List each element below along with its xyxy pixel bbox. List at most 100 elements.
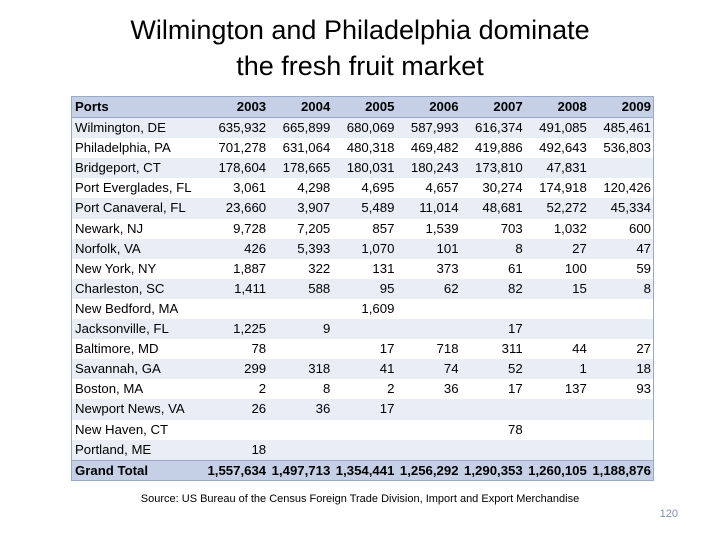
value-cell: 45,334 <box>610 200 651 216</box>
value-cell: 27 <box>572 240 587 256</box>
value-cell: 3,061 <box>233 180 267 196</box>
value-cell: 1,032 <box>553 220 587 236</box>
value-cell: 9,728 <box>233 220 267 236</box>
table-row: Newark, NJ 9,728 7,205 857 1,539 703 1,032 600 <box>72 218 653 239</box>
value-cell: 1 <box>579 361 587 377</box>
value-cell: 318 <box>308 361 331 377</box>
value-cell: 137 <box>564 381 587 397</box>
column-header-year: 2008 <box>524 97 589 119</box>
value-cell: 322 <box>308 260 331 276</box>
value-cell <box>396 319 460 339</box>
table-row: Portland, ME 18 <box>72 439 653 461</box>
port-name-cell: New Haven, CT <box>75 421 169 437</box>
value-cell: 701,278 <box>218 140 267 156</box>
value-cell <box>332 319 396 339</box>
value-cell: 180,031 <box>346 160 395 176</box>
value-cell: 8 <box>643 280 651 296</box>
value-cell: 178,604 <box>218 160 267 176</box>
value-cell: 11,014 <box>419 200 459 216</box>
value-cell: 47,831 <box>546 160 587 176</box>
title-line-2: the fresh fruit market <box>236 51 484 81</box>
table-row: Wilmington, DE 635,932 665,899 680,069 587,9… <box>72 117 653 139</box>
table-header-row: Ports 2003 2004 2005 2006 2007 2008 2009 <box>72 97 653 119</box>
value-cell: 44 <box>572 341 587 357</box>
value-cell <box>589 319 653 339</box>
value-cell <box>525 299 589 319</box>
value-cell <box>396 399 460 419</box>
value-cell: 1,411 <box>234 280 267 296</box>
table-row: Savannah, GA 299 318 41 74 52 1 18 <box>72 359 653 380</box>
port-name-cell: Portland, ME <box>75 441 152 457</box>
value-cell: 93 <box>636 381 651 397</box>
value-cell: 492,643 <box>539 140 587 156</box>
value-cell <box>525 319 589 339</box>
value-cell <box>268 339 332 359</box>
value-cell: 17 <box>379 341 395 357</box>
value-cell: 41 <box>379 361 395 377</box>
grand-total-label: Grand Total <box>72 459 204 480</box>
value-cell: 857 <box>372 220 395 236</box>
value-cell: 1,225 <box>233 321 267 337</box>
column-header-ports: Ports <box>72 97 204 119</box>
value-cell: 1,539 <box>425 220 459 236</box>
value-cell: 588 <box>308 280 331 296</box>
value-cell: 419,886 <box>475 140 523 156</box>
value-cell: 47 <box>636 240 651 256</box>
value-cell: 4,657 <box>425 180 459 196</box>
value-cell: 703 <box>500 220 523 236</box>
value-cell: 536,803 <box>603 140 651 156</box>
column-header-year: 2003 <box>204 97 269 119</box>
table-body: Wilmington, DE 635,932 665,899 680,069 587,9… <box>72 117 653 461</box>
value-cell: 62 <box>443 280 459 296</box>
value-cell <box>204 420 268 440</box>
value-cell: 36 <box>315 401 331 417</box>
value-cell: 299 <box>244 361 267 377</box>
ports-table: Ports 2003 2004 2005 2006 2007 2008 2009… <box>72 97 653 480</box>
value-cell <box>589 440 653 461</box>
value-cell: 52 <box>508 361 523 377</box>
value-cell: 174,918 <box>539 180 587 196</box>
value-cell <box>461 399 525 419</box>
value-cell: 480,318 <box>346 140 395 156</box>
value-cell: 78 <box>508 421 523 437</box>
value-cell: 15 <box>572 280 587 296</box>
value-cell: 2 <box>258 381 267 397</box>
value-cell <box>589 399 653 419</box>
value-cell <box>396 420 460 440</box>
table-row: Jacksonville, FL 1,225 9 17 <box>72 319 653 340</box>
value-cell: 17 <box>508 381 523 397</box>
port-name-cell: Savannah, GA <box>75 361 161 377</box>
title-line-1: Wilmington and Philadelphia dominate <box>130 15 590 45</box>
value-cell: 23,660 <box>225 200 267 216</box>
port-name-cell: Boston, MA <box>75 381 144 397</box>
value-cell: 631,064 <box>282 140 331 156</box>
port-name-cell: Wilmington, DE <box>75 120 166 136</box>
port-name-cell: New Bedford, MA <box>75 300 179 316</box>
value-cell: 18 <box>636 361 651 377</box>
value-cell: 18 <box>251 441 267 457</box>
table-row: Bridgeport, CT 178,604 178,665 180,031 180,2… <box>72 158 653 179</box>
slide-title: Wilmington and Philadelphia dominate the… <box>0 12 720 84</box>
value-cell: 17 <box>379 401 395 417</box>
value-cell: 36 <box>443 381 459 397</box>
grand-total-cell: 1,260,105 <box>524 459 589 480</box>
value-cell: 30,274 <box>482 180 523 196</box>
table-row: New York, NY 1,887 322 131 373 61 100 59 <box>72 258 653 279</box>
port-name-cell: Port Canaveral, FL <box>75 200 186 216</box>
value-cell <box>396 440 460 461</box>
table-row: Baltimore, MD 78 17 718 311 44 27 <box>72 339 653 360</box>
value-cell: 1,609 <box>361 300 395 316</box>
value-cell: 26 <box>251 401 267 417</box>
value-cell: 61 <box>508 260 523 276</box>
ports-table-frame: Ports 2003 2004 2005 2006 2007 2008 2009… <box>71 96 654 481</box>
value-cell: 635,932 <box>218 120 267 136</box>
value-cell <box>461 299 525 319</box>
value-cell: 1,070 <box>361 240 395 256</box>
value-cell: 426 <box>244 240 267 256</box>
grand-total-row: Grand Total 1,557,634 1,497,713 1,354,44… <box>72 459 653 480</box>
table-row: Boston, MA 2 8 2 36 17 137 93 <box>72 379 653 400</box>
port-name-cell: Jacksonville, FL <box>75 321 169 337</box>
value-cell: 82 <box>508 280 523 296</box>
value-cell: 17 <box>508 321 523 337</box>
port-name-cell: Charleston, SC <box>75 280 165 296</box>
